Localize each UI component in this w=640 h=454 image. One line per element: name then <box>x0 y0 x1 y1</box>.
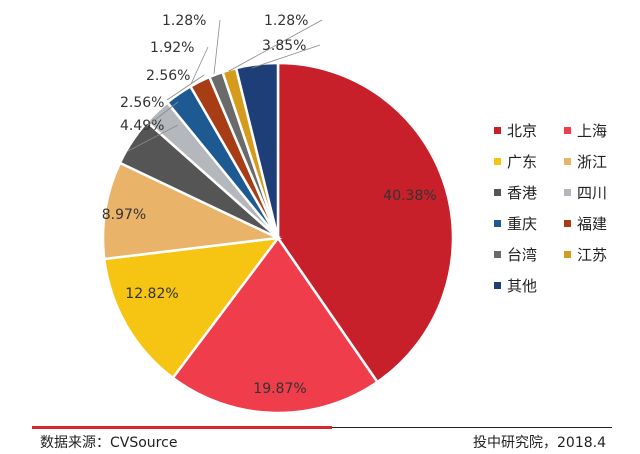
legend-swatch <box>494 282 501 289</box>
legend-item: 福建 <box>564 215 634 233</box>
leader-line-7 <box>190 46 209 85</box>
leader-line-5 <box>146 101 179 127</box>
legend-swatch <box>494 189 501 196</box>
slice-label-10: 3.85% <box>262 38 306 54</box>
legend-item: 四川 <box>564 184 634 202</box>
legend-item: 重庆 <box>494 215 564 233</box>
publisher-credit: 投中研究院，2018.4 <box>473 435 606 451</box>
slice-label-6: 2.56% <box>146 68 190 84</box>
legend-swatch <box>564 189 571 196</box>
slice-label-4: 4.49% <box>120 118 164 134</box>
legend-label: 其他 <box>507 277 538 295</box>
legend-swatch <box>494 158 501 165</box>
legend-item: 北京 <box>494 122 564 140</box>
slice-label-8: 1.28% <box>162 13 206 29</box>
legend-item: 上海 <box>564 122 634 140</box>
slice-label-1: 19.87% <box>253 381 306 397</box>
legend-label: 北京 <box>507 122 538 140</box>
leader-line-8 <box>213 19 221 75</box>
pie-slice-10 <box>234 61 280 239</box>
legend-label: 香港 <box>507 184 538 202</box>
legend-item: 浙江 <box>564 153 634 171</box>
legend-swatch <box>564 127 571 134</box>
slice-label-2: 12.82% <box>125 286 178 302</box>
footer-divider-red <box>32 426 332 429</box>
legend-label: 浙江 <box>577 153 608 171</box>
legend-item: 广东 <box>494 153 564 171</box>
slice-label-3: 8.97% <box>102 207 146 223</box>
slice-label-7: 1.92% <box>150 40 194 56</box>
legend-swatch <box>494 220 501 227</box>
legend-swatch <box>564 251 571 258</box>
slice-label-5: 2.56% <box>120 95 164 111</box>
leader-line-6 <box>166 74 205 101</box>
legend-item: 其他 <box>494 277 564 295</box>
pie-slice-2 <box>102 236 281 380</box>
leader-line-10 <box>251 44 321 69</box>
chart-legend: 北京 上海广东 浙江香港 四川重庆 福建台湾 江苏其他 <box>494 122 634 295</box>
legend-swatch <box>564 158 571 165</box>
pie-slice-1 <box>171 235 380 415</box>
legend-label: 福建 <box>577 215 608 233</box>
data-source-note: 数据来源：CVSource <box>40 435 178 451</box>
legend-swatch <box>494 127 501 134</box>
pie-slice-0 <box>276 61 455 384</box>
legend-label: 四川 <box>577 184 608 202</box>
legend-label: 广东 <box>507 153 538 171</box>
legend-item: 台湾 <box>494 246 564 264</box>
legend-label: 上海 <box>577 122 608 140</box>
legend-item: 香港 <box>494 184 564 202</box>
leader-line-4 <box>127 124 179 152</box>
pie-slice-3 <box>101 161 283 261</box>
legend-label: 台湾 <box>507 246 538 264</box>
footer-divider-black <box>332 427 612 428</box>
legend-item: 江苏 <box>564 246 634 264</box>
slice-label-9: 1.28% <box>264 13 308 29</box>
legend-swatch <box>564 220 571 227</box>
legend-swatch <box>494 251 501 258</box>
pie-chart: 40.38% 19.87% 12.82% 8.97% 4.49% 2.56% 2.56% 1.… <box>101 13 455 415</box>
legend-label: 江苏 <box>577 246 608 264</box>
slice-label-0: 40.38% <box>383 188 436 204</box>
legend-label: 重庆 <box>507 215 538 233</box>
leader-line-9 <box>228 19 323 72</box>
